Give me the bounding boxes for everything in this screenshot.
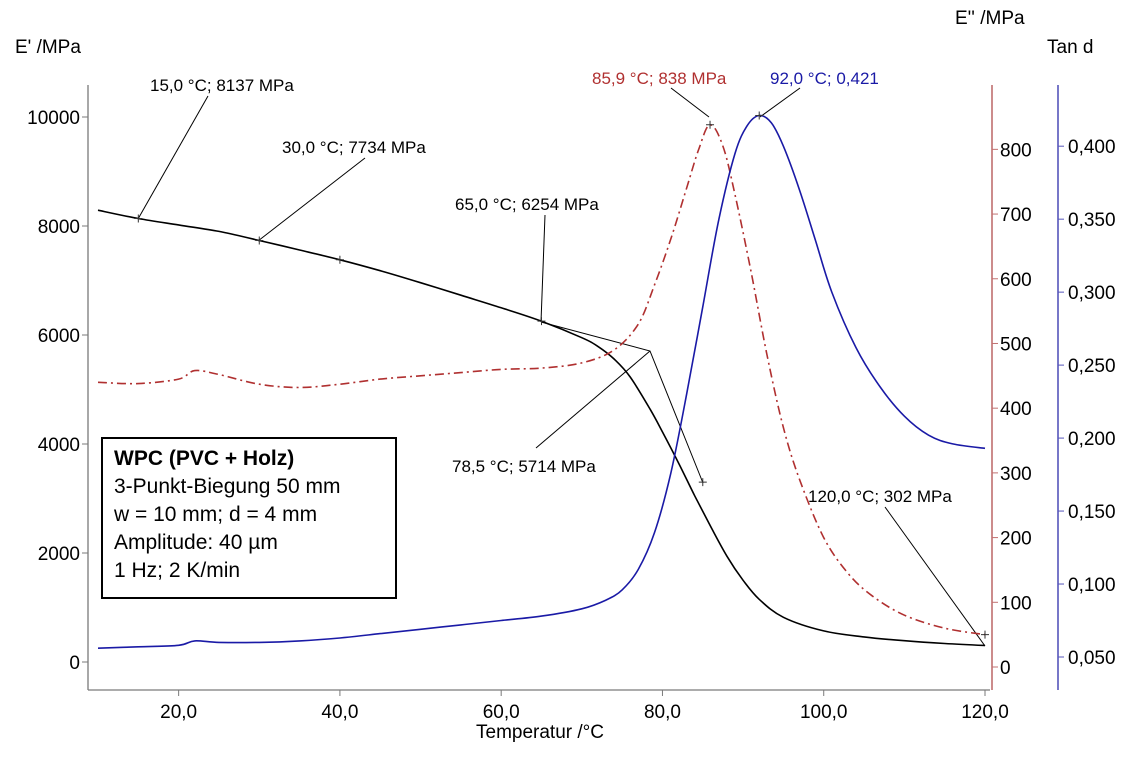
right2-tick-label: 0,250 bbox=[1068, 356, 1116, 377]
data-marker bbox=[706, 120, 715, 129]
x-axis-title: Temperatur /°C bbox=[476, 722, 604, 743]
data-marker bbox=[134, 214, 143, 223]
right1-tick-label: 200 bbox=[1000, 529, 1032, 550]
left-tick-label: 4000 bbox=[38, 435, 80, 456]
right2-axis-title: Tan d bbox=[1047, 37, 1093, 58]
right2-tick-label: 0,150 bbox=[1068, 502, 1116, 523]
left-tick-label: 10000 bbox=[27, 108, 80, 129]
right2-tick-label: 0,300 bbox=[1068, 283, 1116, 304]
annotation-92c-sep: ; bbox=[827, 69, 836, 88]
right1-tick-label: 500 bbox=[1000, 334, 1032, 355]
info-box-line: 3-Punkt-Biegung 50 mm bbox=[114, 475, 341, 498]
info-box-title: WPC (PVC + Holz) bbox=[114, 447, 295, 470]
leader-30c bbox=[257, 157, 366, 242]
leader-92c bbox=[759, 87, 801, 118]
annotation-15c: 15,0 °C; 8137 MPa bbox=[150, 76, 294, 95]
left-tick-label: 0 bbox=[69, 653, 80, 674]
x-tick-label: 100,0 bbox=[800, 702, 848, 723]
annotation-86c-value: 838 MPa bbox=[658, 69, 727, 88]
data-marker bbox=[335, 255, 344, 264]
data-marker bbox=[255, 236, 264, 245]
right2-tick-label: 0,200 bbox=[1068, 429, 1116, 450]
right1-tick-label: 300 bbox=[1000, 464, 1032, 485]
leader-86c bbox=[670, 87, 710, 118]
annotation-92c-temp: 92,0 °C bbox=[770, 69, 827, 88]
info-box-line: Amplitude: 40 µm bbox=[114, 531, 278, 554]
data-marker bbox=[698, 478, 707, 487]
right2-ticks: 0,050 0,100 0,150 0,200 0,250 0,300 0,350 0,400 bbox=[1058, 137, 1116, 669]
right1-tick-label: 600 bbox=[1000, 270, 1032, 291]
right1-tick-label: 0 bbox=[1000, 658, 1011, 679]
series-tan-d bbox=[97, 114, 986, 649]
x-tick-label: 20,0 bbox=[160, 702, 197, 723]
annotation-86c-temp: 85,9 °C bbox=[592, 69, 649, 88]
data-marker bbox=[755, 111, 764, 120]
right1-tick-label: 100 bbox=[1000, 593, 1032, 614]
info-box-line: 1 Hz; 2 K/min bbox=[114, 559, 241, 582]
info-box-line: w = 10 mm; d = 4 mm bbox=[114, 503, 318, 526]
right2-tick-label: 0,050 bbox=[1068, 648, 1116, 669]
right1-axis-title: E'' /MPa bbox=[955, 8, 1025, 29]
annotation-65c: 65,0 °C; 6254 MPa bbox=[455, 195, 599, 214]
annotation-leaders bbox=[137, 87, 986, 647]
annotation-92c: 92,0 °C; 0,421 bbox=[770, 69, 879, 88]
annotation-30c: 30,0 °C; 7734 MPa bbox=[282, 138, 426, 157]
right2-tick-label: 0,100 bbox=[1068, 575, 1116, 596]
right1-ticks: 0 100 200 300 400 500 600 700 800 bbox=[992, 140, 1032, 679]
left-axis-title: E' /MPa bbox=[15, 37, 81, 58]
annotation-86c: 85,9 °C; 838 MPa bbox=[592, 69, 727, 88]
left-tick-label: 6000 bbox=[38, 326, 80, 347]
x-tick-label: 60,0 bbox=[483, 702, 520, 723]
annotation-78c: 78,5 °C; 5714 MPa bbox=[452, 457, 596, 476]
right1-tick-label: 700 bbox=[1000, 205, 1032, 226]
data-marker bbox=[981, 630, 989, 639]
right2-tick-label: 0,350 bbox=[1068, 210, 1116, 231]
left-ticks: 0 2000 4000 6000 8000 10000 bbox=[27, 108, 88, 674]
annotation-120c: 120,0 °C; 302 MPa bbox=[808, 487, 952, 506]
leader-78c-b bbox=[535, 350, 651, 449]
leader-15c bbox=[137, 95, 209, 220]
series-layer bbox=[97, 114, 986, 649]
annotation-92c-value: 0,421 bbox=[836, 69, 879, 88]
x-tick-label: 120,0 bbox=[961, 702, 1009, 723]
info-box: WPC (PVC + Holz) 3-Punkt-Biegung 50 mm w… bbox=[101, 437, 397, 599]
annotation-86c-sep: ; bbox=[649, 69, 658, 88]
marker-layer bbox=[134, 111, 989, 639]
left-tick-label: 8000 bbox=[38, 217, 80, 238]
x-tick-label: 80,0 bbox=[644, 702, 681, 723]
leader-65c bbox=[540, 214, 546, 323]
series-e-double-prime bbox=[97, 124, 986, 636]
x-ticks: 20,0 40,0 60,0 80,0 100,0 120,0 bbox=[160, 690, 1009, 723]
left-tick-label: 2000 bbox=[38, 544, 80, 565]
x-tick-label: 40,0 bbox=[321, 702, 358, 723]
right2-tick-label: 0,400 bbox=[1068, 137, 1116, 158]
right1-tick-label: 400 bbox=[1000, 399, 1032, 420]
series-e-prime bbox=[97, 209, 986, 647]
right1-tick-label: 800 bbox=[1000, 140, 1032, 161]
leader-120c bbox=[884, 506, 986, 647]
data-marker bbox=[537, 317, 546, 326]
